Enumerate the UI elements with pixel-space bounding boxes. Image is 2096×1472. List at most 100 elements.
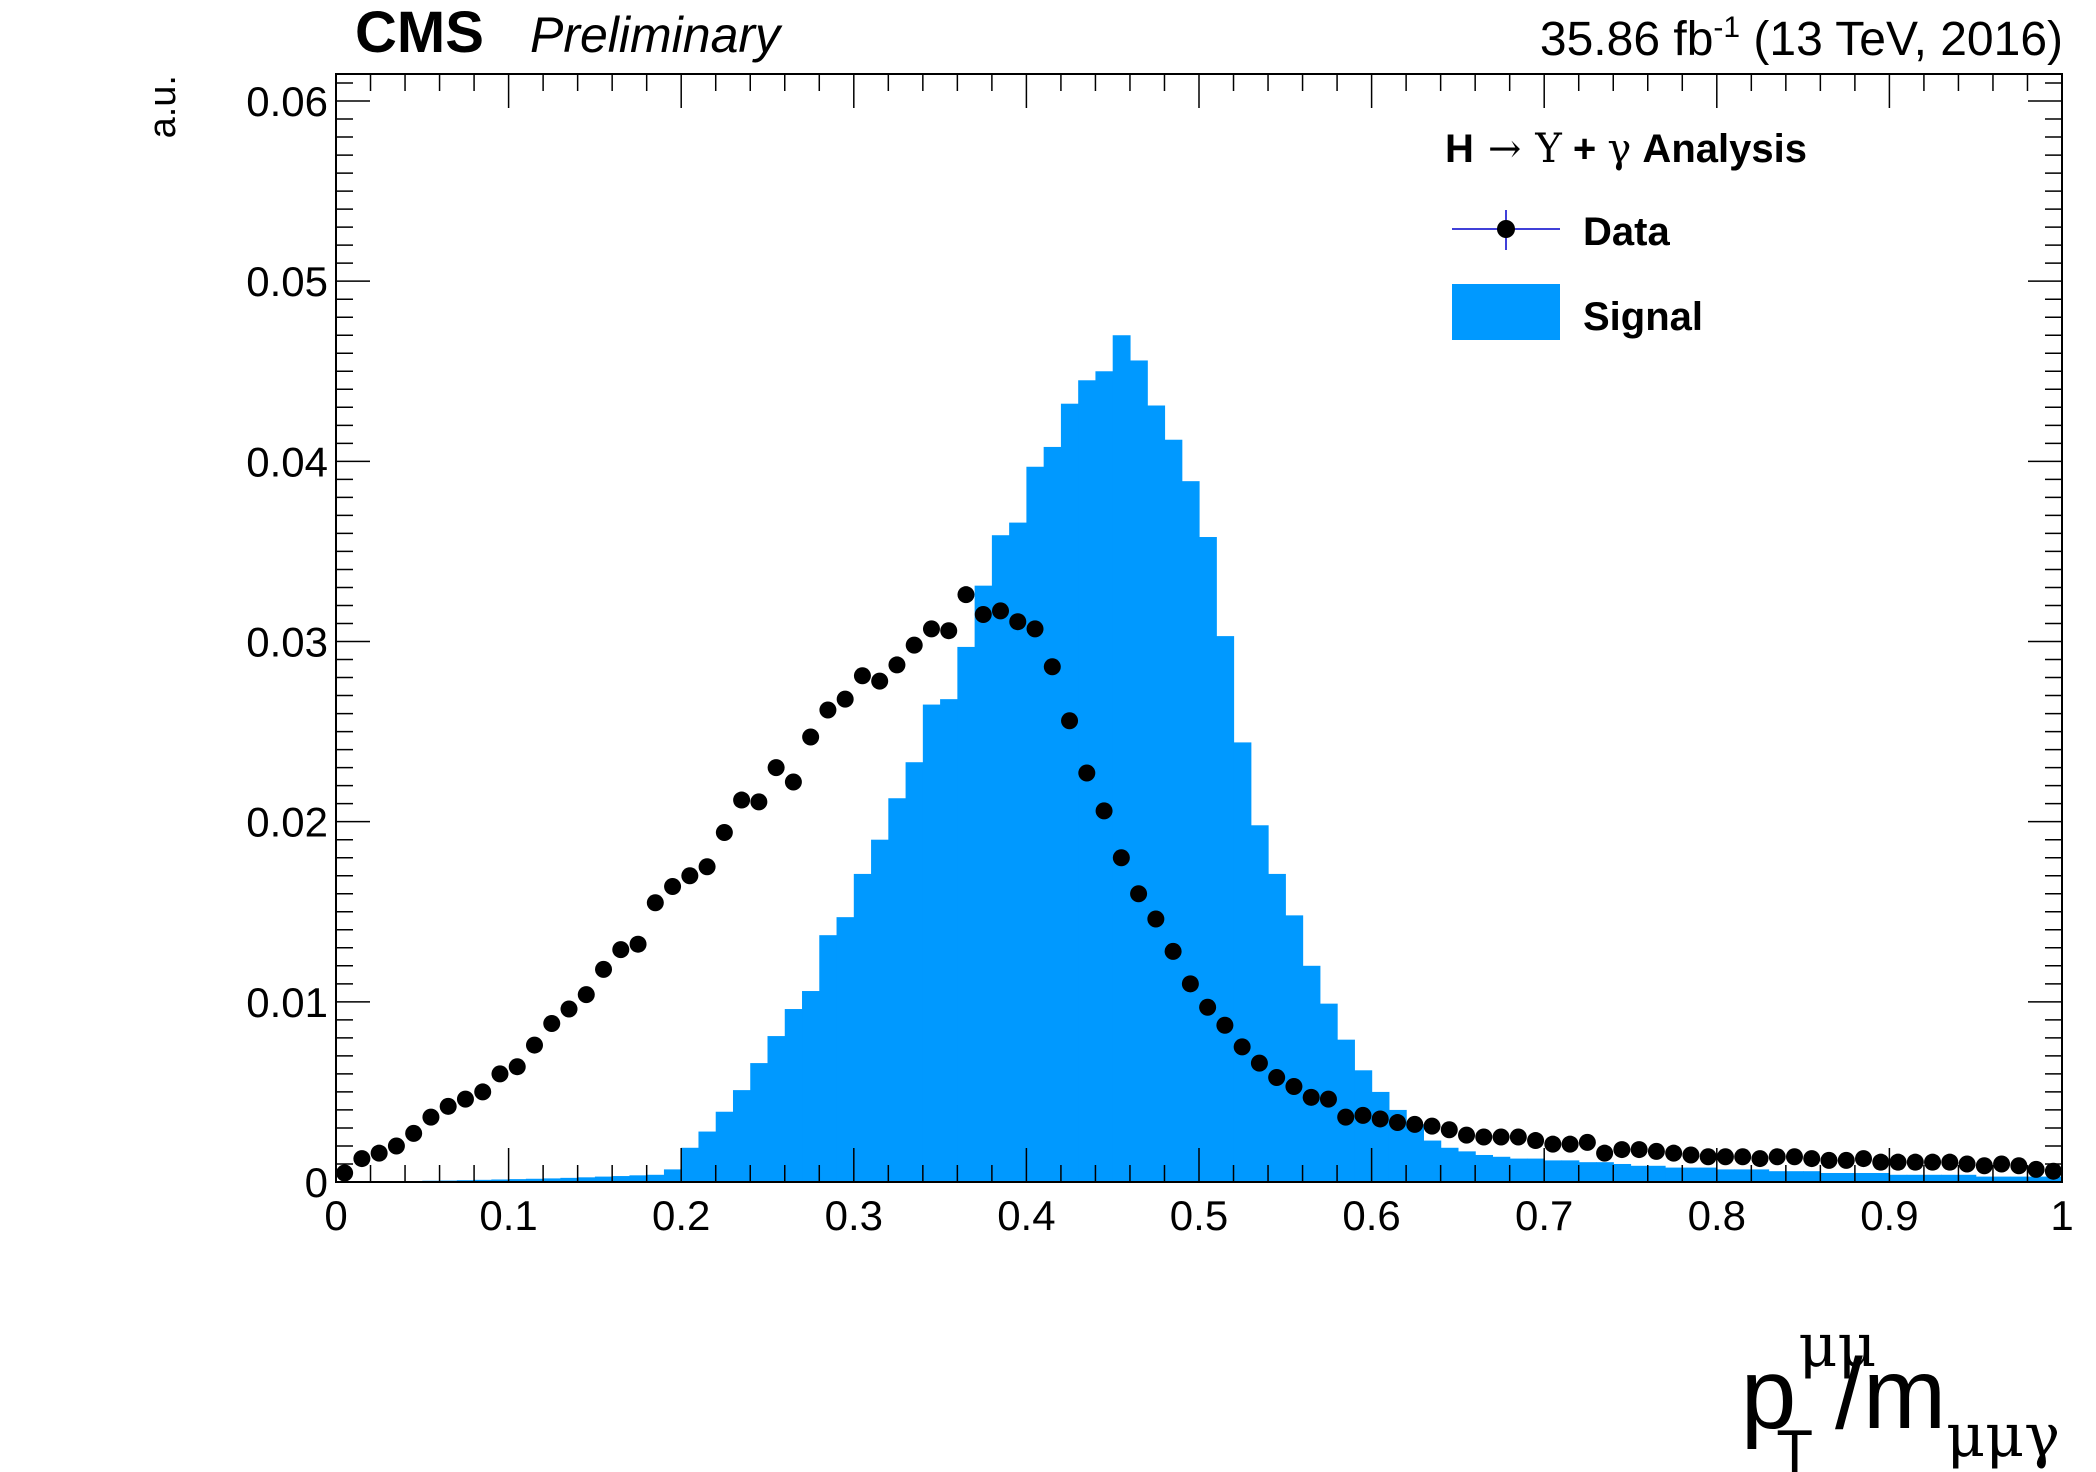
signal-bar (1820, 1172, 1839, 1182)
data-point (612, 941, 630, 959)
legend-signal-label: Signal (1583, 295, 1703, 339)
x-tick-label: 1 (2050, 1192, 2073, 1239)
signal-bar (1440, 1147, 1459, 1182)
signal-bar (1181, 481, 1200, 1182)
data-point (664, 878, 682, 896)
signal-bar (784, 1009, 803, 1182)
x-title-p: p (1741, 1338, 1797, 1450)
y-tick-label: 0.04 (246, 438, 328, 485)
x-tick-label: 0.5 (1170, 1192, 1228, 1239)
data-point (456, 1090, 474, 1108)
data-point (1147, 910, 1165, 928)
signal-bar (577, 1177, 596, 1182)
y-tick-label: 0.05 (246, 258, 328, 305)
data-point (1889, 1153, 1907, 1171)
signal-bar (1647, 1165, 1666, 1182)
signal-bar (474, 1179, 492, 1182)
signal-bar (1872, 1172, 1890, 1182)
signal-bar (1544, 1160, 1563, 1182)
data-point (1199, 998, 1217, 1016)
data-point (888, 656, 906, 674)
signal-bar (750, 1063, 769, 1182)
legend-title-arrow: → (1488, 126, 1522, 172)
data-point (491, 1065, 509, 1083)
y-axis-label: a.u. (142, 75, 184, 138)
x-tick-label: 0.2 (652, 1192, 710, 1239)
data-point (2010, 1157, 2028, 1175)
data-point (819, 701, 837, 719)
data-point (1440, 1121, 1458, 1139)
signal-bar (1630, 1165, 1649, 1182)
data-point (1837, 1151, 1855, 1169)
data-point (1509, 1128, 1527, 1146)
signal-bar (1716, 1169, 1735, 1182)
data-point (1302, 1088, 1320, 1106)
lumi-exponent: -1 (1713, 11, 1740, 44)
data-point (905, 636, 923, 654)
legend-data-marker (1497, 220, 1515, 238)
signal-bar (1837, 1172, 1856, 1182)
data-point (922, 620, 940, 638)
data-point (508, 1058, 526, 1076)
signal-bar (1975, 1176, 1994, 1182)
axis-ticks (335, 74, 2063, 1183)
signal-bar (1958, 1174, 1977, 1182)
data-point (1975, 1157, 1993, 1175)
x-title-div: /m (1835, 1338, 1946, 1450)
signal-bar (1526, 1158, 1545, 1182)
data-point (525, 1036, 543, 1054)
signal-bar (1699, 1167, 1718, 1182)
signal-bar (1854, 1172, 1873, 1182)
signal-bar (1095, 371, 1114, 1182)
data-point (750, 793, 768, 811)
y-tick-label: 0.02 (246, 799, 328, 846)
signal-bar (543, 1178, 561, 1182)
x-tick-label: 0.1 (479, 1192, 537, 1239)
x-tick-label: 0.8 (1688, 1192, 1746, 1239)
data-point (767, 759, 785, 777)
signal-bar (1285, 915, 1304, 1182)
x-title-sub: T (1776, 1418, 1813, 1472)
y-tick-label: 0 (305, 1159, 328, 1206)
legend-title-gamma: γ (1607, 126, 1631, 172)
signal-bar (508, 1179, 527, 1182)
signal-bar (836, 917, 855, 1182)
data-point (629, 935, 647, 953)
signal-bar (1026, 466, 1045, 1182)
lumi-rest: (13 TeV, 2016) (1740, 13, 2063, 66)
signal-bar (853, 873, 872, 1182)
signal-bar (1561, 1160, 1580, 1182)
data-point (1268, 1069, 1286, 1087)
signal-bar (1199, 537, 1217, 1182)
x-tick-label: 0.7 (1515, 1192, 1573, 1239)
data-point (336, 1164, 354, 1182)
data-point (1319, 1090, 1337, 1108)
signal-bar (940, 699, 958, 1182)
signal-bar (871, 839, 889, 1182)
data-point (1337, 1108, 1355, 1126)
data-point (405, 1124, 423, 1142)
data-point (1993, 1155, 2011, 1173)
signal-bar (1164, 439, 1183, 1183)
data-point (1785, 1148, 1803, 1166)
lumi-value: 35.86 fb (1540, 13, 1713, 66)
y-tick-label: 0.01 (246, 979, 328, 1026)
legend-title-rest: Analysis (1631, 127, 1807, 171)
data-point (543, 1014, 561, 1032)
data-point (1112, 849, 1130, 867)
data-point (992, 602, 1010, 620)
data-point (422, 1108, 440, 1126)
signal-bar (1129, 360, 1148, 1183)
signal-bar (1941, 1174, 1960, 1182)
y-tick-labels: 0 0.01 0.02 0.03 0.04 0.05 0.06 (246, 78, 328, 1206)
signal-bar (1406, 1124, 1424, 1182)
data-point (1768, 1148, 1786, 1166)
y-tick-label: 0.03 (246, 619, 328, 666)
data-point (1078, 764, 1096, 782)
data-point (1527, 1132, 1545, 1150)
data-point (1544, 1135, 1562, 1153)
signal-bar (594, 1176, 613, 1182)
signal-bar (1906, 1174, 1925, 1182)
signal-bar (1457, 1151, 1476, 1182)
